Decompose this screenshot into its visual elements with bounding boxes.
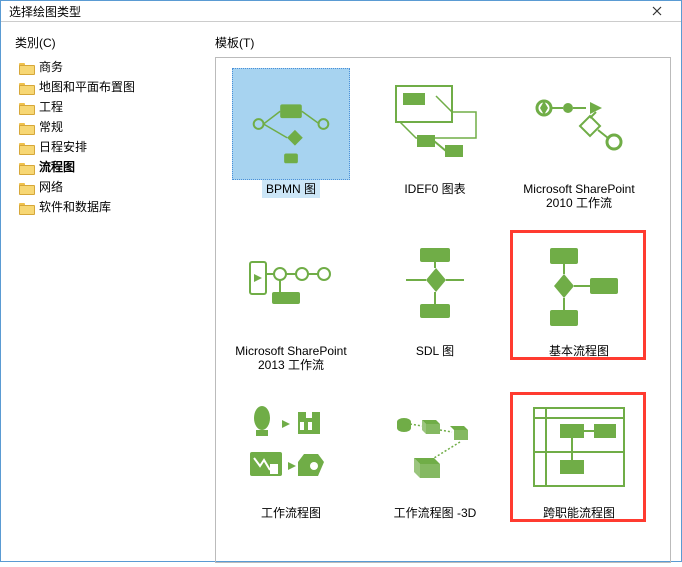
template-label: BPMN 图 xyxy=(262,180,320,198)
template-label: 工作流程图 -3D xyxy=(390,504,481,522)
category-item-label: 工程 xyxy=(39,99,63,115)
template-item[interactable]: Microsoft SharePoint 2010 工作流 xyxy=(510,68,648,228)
category-item[interactable]: 日程安排 xyxy=(15,137,205,157)
category-item-label: 流程图 xyxy=(39,159,75,175)
folder-icon xyxy=(19,102,33,113)
template-pane: 模板(T) BPMN 图 IDEF0 图表 Microsoft SharePoint… xyxy=(215,34,671,563)
dialog-select-drawing-type: 选择绘图类型 类別(C) 商务地图和平面布置图工程常规日程安排流程图网络软件和数… xyxy=(0,0,682,562)
folder-icon xyxy=(19,82,33,93)
category-item[interactable]: 常规 xyxy=(15,117,205,137)
template-item[interactable]: 基本流程图 xyxy=(510,230,648,390)
template-label: Microsoft SharePoint 2013 工作流 xyxy=(224,342,358,374)
folder-icon xyxy=(19,122,33,133)
template-thumbnail xyxy=(520,230,638,342)
template-thumbnail xyxy=(232,230,350,342)
category-item[interactable]: 软件和数据库 xyxy=(15,197,205,217)
folder-icon xyxy=(19,162,33,173)
category-item-label: 商务 xyxy=(39,59,63,75)
template-label: 基本流程图 xyxy=(545,342,613,360)
category-item-label: 网络 xyxy=(39,179,63,195)
category-label: 类別(C) xyxy=(15,34,205,51)
category-item-label: 日程安排 xyxy=(39,139,87,155)
template-thumbnail xyxy=(376,68,494,180)
template-label: 跨职能流程图 xyxy=(539,504,619,522)
template-item[interactable]: 跨职能流程图 xyxy=(510,392,648,552)
category-item[interactable]: 网络 xyxy=(15,177,205,197)
category-item[interactable]: 商务 xyxy=(15,57,205,77)
template-label: 工作流程图 xyxy=(257,504,325,522)
template-grid: BPMN 图 IDEF0 图表 Microsoft SharePoint 2010 … xyxy=(215,57,671,563)
category-item-label: 常规 xyxy=(39,119,63,135)
window-title: 选择绘图类型 xyxy=(9,3,641,20)
folder-icon xyxy=(19,202,33,213)
category-item[interactable]: 流程图 xyxy=(15,157,205,177)
folder-icon xyxy=(19,182,33,193)
close-button[interactable] xyxy=(641,1,673,21)
template-thumbnail xyxy=(376,230,494,342)
template-label: Microsoft SharePoint 2010 工作流 xyxy=(512,180,646,212)
template-thumbnail xyxy=(520,392,638,504)
template-item[interactable]: IDEF0 图表 xyxy=(366,68,504,228)
template-thumbnail xyxy=(376,392,494,504)
category-item-label: 软件和数据库 xyxy=(39,199,111,215)
category-tree: 商务地图和平面布置图工程常规日程安排流程图网络软件和数据库 xyxy=(15,57,205,217)
template-item[interactable]: 工作流程图 -3D xyxy=(366,392,504,552)
category-item[interactable]: 地图和平面布置图 xyxy=(15,77,205,97)
close-icon xyxy=(652,6,662,16)
template-item[interactable]: 工作流程图 xyxy=(222,392,360,552)
template-thumbnail xyxy=(232,392,350,504)
template-item[interactable]: SDL 图 xyxy=(366,230,504,390)
template-thumbnail xyxy=(520,68,638,180)
template-label: 模板(T) xyxy=(215,34,671,51)
category-pane: 类別(C) 商务地图和平面布置图工程常规日程安排流程图网络软件和数据库 xyxy=(15,34,205,563)
template-item[interactable]: BPMN 图 xyxy=(222,68,360,228)
category-item[interactable]: 工程 xyxy=(15,97,205,117)
template-label: SDL 图 xyxy=(412,342,458,360)
template-label: IDEF0 图表 xyxy=(400,180,469,198)
dialog-body: 类別(C) 商务地图和平面布置图工程常规日程安排流程图网络软件和数据库 模板(T… xyxy=(1,22,681,567)
template-item[interactable]: Microsoft SharePoint 2013 工作流 xyxy=(222,230,360,390)
folder-icon xyxy=(19,142,33,153)
category-item-label: 地图和平面布置图 xyxy=(39,79,135,95)
template-thumbnail xyxy=(232,68,350,180)
titlebar: 选择绘图类型 xyxy=(1,1,681,22)
folder-icon xyxy=(19,62,33,73)
